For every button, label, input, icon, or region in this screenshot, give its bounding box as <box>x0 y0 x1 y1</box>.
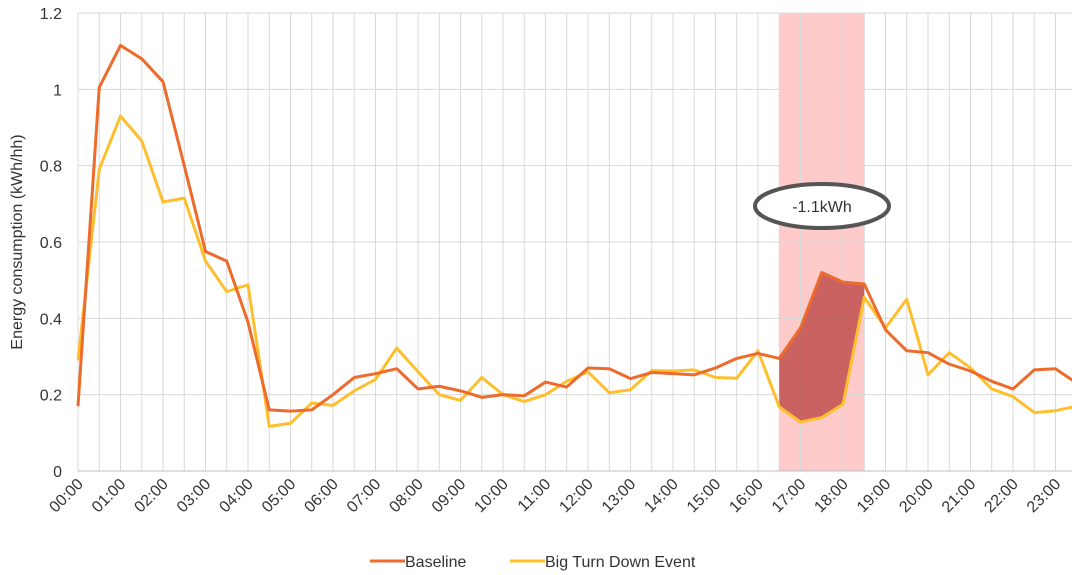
legend-label: Big Turn Down Event <box>545 554 696 571</box>
annotation-ellipse <box>753 182 891 230</box>
x-tick-label: 06:00 <box>301 476 341 516</box>
x-tick-label: 01:00 <box>89 476 129 516</box>
x-tick-label: 10:00 <box>471 476 511 516</box>
x-tick-label: 17:00 <box>769 476 809 516</box>
x-tick-label: 07:00 <box>344 476 384 516</box>
x-tick-label: 23:00 <box>1024 476 1064 516</box>
x-tick-label: 22:00 <box>981 476 1021 516</box>
y-tick-label: 0 <box>53 464 62 481</box>
x-tick-label: 20:00 <box>896 476 936 516</box>
x-tick-label: 11:00 <box>515 476 555 516</box>
saving-area <box>779 272 865 423</box>
x-tick-label: 04:00 <box>216 476 256 516</box>
annotation-text: -1.1kWh <box>792 199 852 216</box>
x-tick-label: 15:00 <box>684 476 724 516</box>
series-line <box>76 43 1072 413</box>
x-tick-label: 05:00 <box>259 476 299 516</box>
x-tick-label: 02:00 <box>131 476 171 516</box>
y-tick-label: 0.4 <box>40 311 62 328</box>
y-tick-label: 0.6 <box>40 235 62 252</box>
y-tick-label: 0.2 <box>40 388 62 405</box>
x-tick-label: 13:00 <box>599 476 639 516</box>
legend-label: Baseline <box>405 554 466 571</box>
y-tick-label: 1.2 <box>40 6 62 23</box>
x-tick-label: 19:00 <box>854 476 894 516</box>
y-tick-label: 1 <box>53 82 62 99</box>
x-tick-label: 08:00 <box>386 476 426 516</box>
x-tick-label: 09:00 <box>429 476 469 516</box>
x-tick-label: 12:00 <box>556 476 596 516</box>
y-axis-label: Energy consumption (kWh/hh) <box>9 134 26 349</box>
x-tick-label: 16:00 <box>726 476 766 516</box>
x-tick-label: 18:00 <box>811 476 851 516</box>
x-tick-label: 00:00 <box>46 476 86 516</box>
x-tick-label: 03:00 <box>174 476 214 516</box>
x-tick-label: 21:00 <box>939 476 979 516</box>
x-tick-label: 14:00 <box>641 476 681 516</box>
y-tick-label: 0.8 <box>40 159 62 176</box>
